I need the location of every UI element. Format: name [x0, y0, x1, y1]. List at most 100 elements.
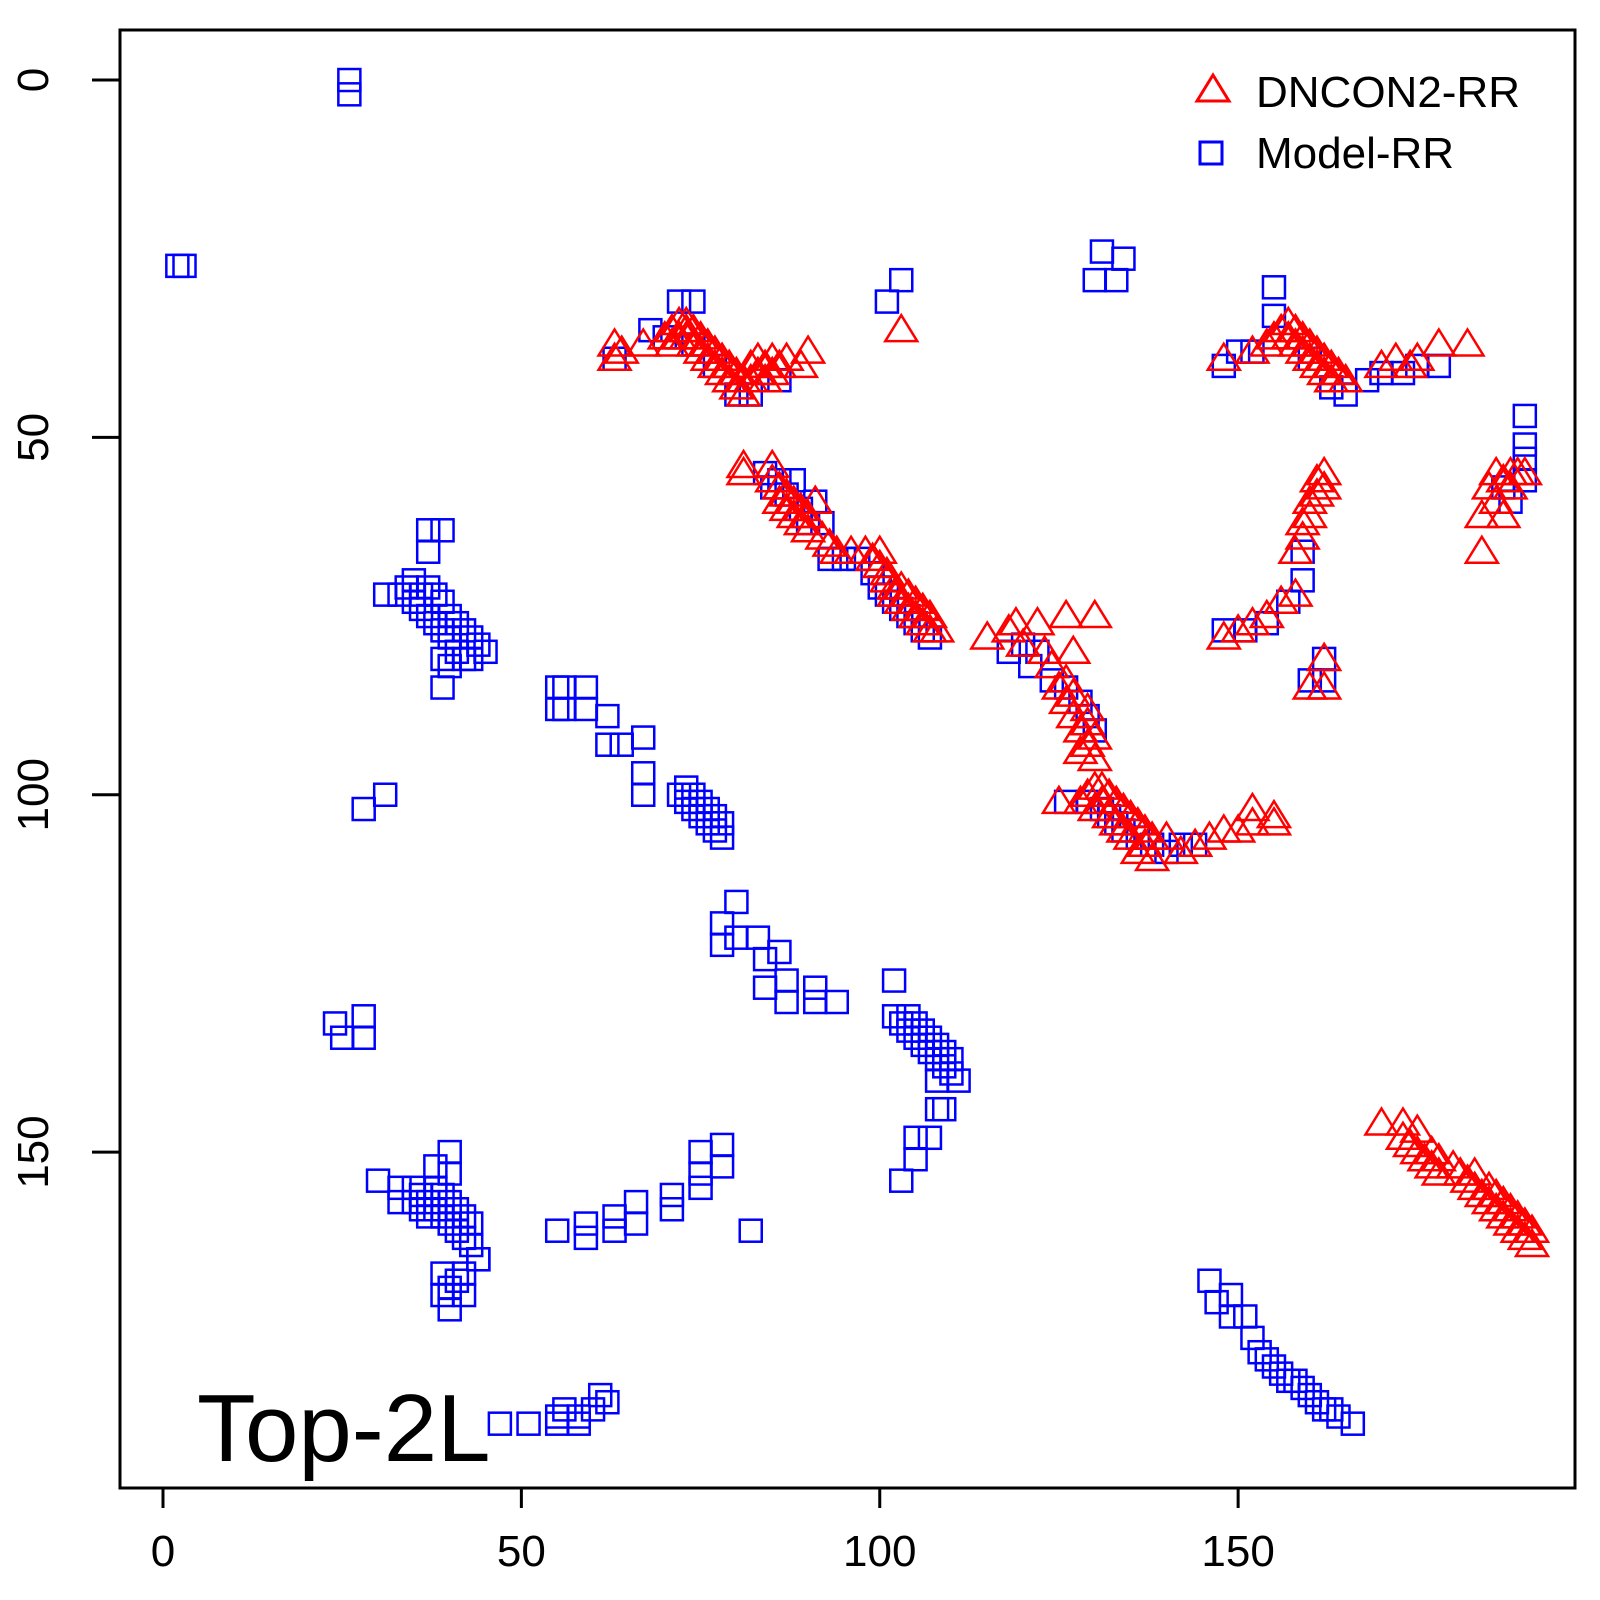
model-rr-point — [1311, 646, 1337, 672]
model-rr-point — [430, 1282, 455, 1308]
model-rr-point — [401, 1175, 427, 1201]
model-rr-point — [695, 796, 720, 822]
model-rr-point — [573, 1211, 599, 1236]
dncon2-rr-point — [1384, 1120, 1422, 1151]
model-rr-point — [724, 925, 749, 950]
model-rr-point — [1218, 1304, 1244, 1329]
model-rr-point — [917, 1125, 943, 1151]
model-rr-point — [1089, 239, 1115, 264]
dncon2-rr-point — [696, 334, 734, 364]
dncon2-rr-point — [1098, 805, 1135, 836]
x-tick-label: 150 — [1201, 1527, 1274, 1576]
y-tick-label: 0 — [9, 68, 58, 92]
dncon2-rr-point — [1363, 348, 1400, 379]
dncon2-rr-point — [1449, 1163, 1486, 1193]
model-rr-point — [566, 1411, 591, 1436]
model-rr-point — [1204, 1289, 1229, 1315]
model-rr-point — [444, 639, 470, 665]
dncon2-rr-point — [1069, 691, 1106, 722]
model-rr-point — [544, 1218, 570, 1243]
model-rr-point — [1319, 1397, 1344, 1422]
dncon2-rr-point — [1083, 770, 1121, 800]
dncon2-rr-point — [1098, 784, 1135, 815]
dncon2-rr-point — [1126, 813, 1164, 843]
model-rr-point — [544, 675, 570, 700]
model-rr-point — [932, 1039, 957, 1065]
dncon2-rr-point — [1298, 334, 1336, 364]
model-rr-point — [745, 925, 771, 950]
model-rr-point — [695, 811, 720, 836]
model-rr-point — [415, 575, 441, 600]
dncon2-rr-point — [1133, 841, 1171, 872]
model-rr-point — [924, 1032, 950, 1058]
model-rr-point — [401, 589, 427, 615]
dncon2-rr-point — [1291, 484, 1329, 514]
model-rr-point — [430, 1204, 455, 1229]
model-rr-point — [709, 1154, 735, 1179]
dncon2-rr-point — [1219, 612, 1257, 643]
model-rr-point — [408, 596, 434, 622]
dncon2-rr-point — [990, 612, 1028, 643]
model-rr-point — [623, 1189, 649, 1215]
model-rr-point — [1261, 1354, 1287, 1379]
model-rr-point — [903, 1125, 928, 1151]
model-rr-point — [595, 732, 620, 757]
dncon2-rr-point — [1255, 798, 1293, 829]
model-rr-point — [458, 625, 484, 650]
dncon2-rr-point — [918, 612, 956, 643]
dncon2-rr-point — [1298, 462, 1336, 493]
model-rr-point — [1276, 1368, 1301, 1394]
model-rr-point — [387, 1189, 412, 1215]
model-rr-point — [423, 1154, 448, 1179]
dncon2-rr-point — [1456, 1156, 1493, 1186]
dncon2-rr-point — [1234, 334, 1271, 364]
model-rr-point — [688, 1175, 713, 1201]
model-rr-point — [666, 782, 692, 807]
dncon2-rr-point — [1047, 598, 1085, 629]
model-rr-point — [466, 1247, 491, 1272]
dncon2-rr-point — [596, 341, 633, 372]
dncon2-rr-point — [1205, 620, 1243, 650]
model-rr-point — [451, 646, 477, 672]
model-rr-point — [1512, 403, 1538, 429]
dncon2-rr-point — [1062, 734, 1099, 765]
dncon2-rr-point — [1485, 498, 1522, 529]
model-rr-point — [688, 1161, 713, 1186]
dncon2-rr-point — [761, 470, 798, 500]
model-rr-point — [709, 825, 735, 850]
dncon2-rr-point — [890, 577, 927, 607]
dncon2-rr-point — [883, 312, 920, 343]
dncon2-rr-point — [1305, 641, 1343, 672]
model-rr-point — [1261, 275, 1287, 300]
dncon2-rr-point — [789, 512, 827, 543]
dncon2-rr-point — [1377, 341, 1415, 372]
dncon2-rr-point — [811, 527, 848, 557]
model-rr-point — [423, 610, 448, 636]
dncon2-rr-point — [1449, 327, 1486, 357]
model-rr-point — [673, 789, 699, 815]
model-rr-point — [752, 946, 778, 972]
model-rr-point — [889, 1168, 914, 1193]
model-rr-point — [415, 603, 441, 629]
model-rr-point — [408, 1182, 434, 1208]
dncon2-rr-point — [1219, 813, 1257, 843]
model-rr-point — [595, 703, 620, 729]
model-rr-point — [738, 1218, 763, 1243]
dncon2-rr-point — [1363, 1106, 1400, 1136]
model-rr-point — [1111, 246, 1136, 271]
model-rr-point — [924, 1046, 950, 1072]
dncon2-rr-point — [653, 327, 691, 357]
model-rr-point — [709, 911, 735, 936]
dncon2-rr-point — [1234, 791, 1271, 822]
model-rr-point — [946, 1068, 971, 1093]
dncon2-rr-point — [1162, 834, 1200, 865]
y-axis: 0 50 100 150 — [9, 68, 122, 1189]
model-rr-point — [566, 1404, 591, 1429]
model-rr-point — [437, 603, 462, 629]
dncon2-rr-point — [1477, 1177, 1515, 1208]
model-rr-point — [451, 618, 477, 643]
model-rr-point — [724, 889, 749, 915]
dncon2-rr-point — [883, 570, 920, 600]
dncon2-rr-point — [1420, 1141, 1458, 1172]
dncon2-rr-point — [1176, 827, 1214, 858]
